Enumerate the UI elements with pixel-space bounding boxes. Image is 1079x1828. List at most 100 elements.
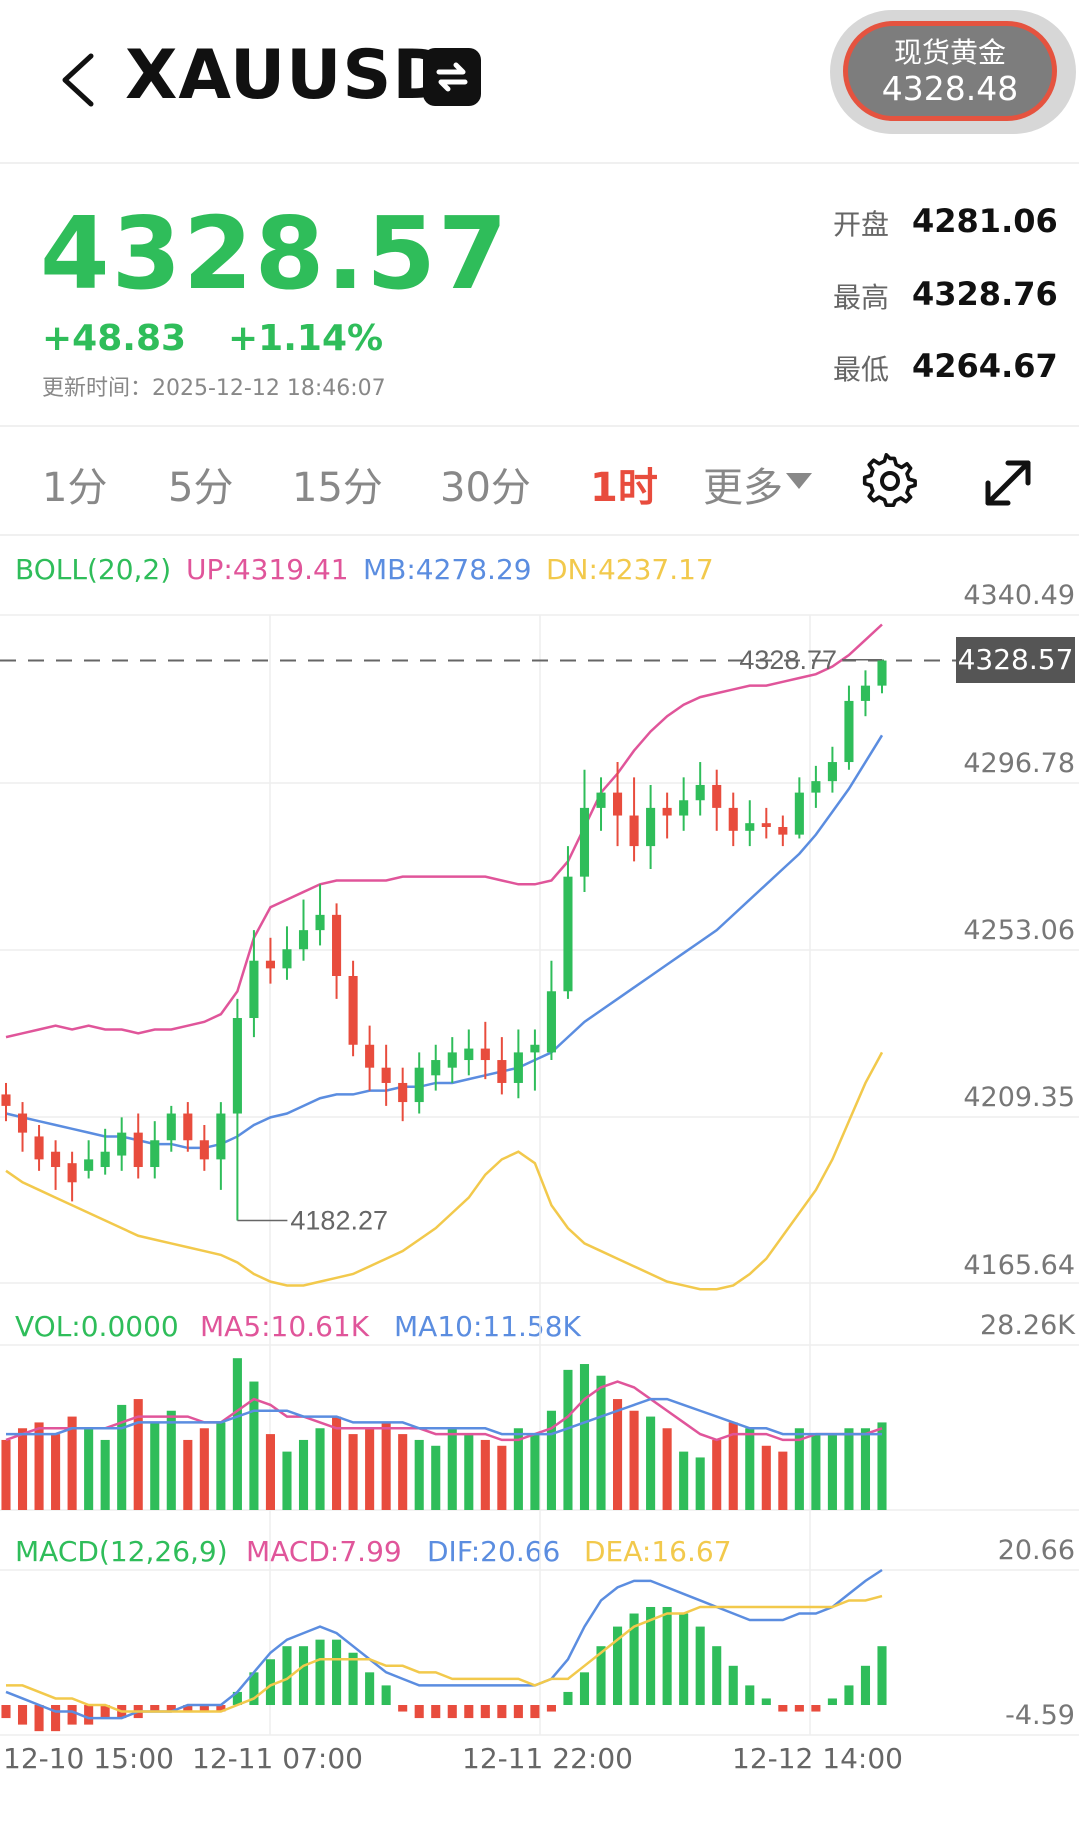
candle-body [679,800,689,816]
fullscreen-icon[interactable] [980,455,1036,511]
tab-1hour[interactable]: 1时 [590,465,658,511]
vol-ma10: MA10:11.58K [394,1310,581,1343]
macd-bar [216,1705,226,1712]
candle-body [249,960,259,1019]
candle-body [216,1113,226,1160]
tab-5min[interactable]: 5分 [168,465,234,511]
volume-bar [431,1445,441,1510]
volume-bar [298,1439,309,1510]
candle-body [1,1094,11,1106]
macd-name: MACD(12,26,9) [15,1535,228,1568]
volume-bar [695,1457,705,1510]
low-marker-label: 4182.27 [290,1205,388,1235]
update-time: 更新时间：2025-12-12 18:46:07 [42,376,386,401]
back-arrow-icon[interactable] [55,50,105,110]
candle-body [431,1060,441,1076]
spot-gold-price: 4328.48 [881,69,1019,108]
candle-body [860,685,871,701]
volume-bar [84,1428,94,1510]
macd-bar [877,1646,887,1706]
vol-ma5-line [5,1380,883,1442]
candle-body [745,823,755,831]
volume-bar [662,1428,672,1510]
price-axis-label: 4296.78 [963,748,1075,779]
kline-chart[interactable]: 4328.77 4182.27 [0,540,1079,1740]
tab-1min[interactable]: 1分 [42,465,108,511]
candle-body [67,1163,77,1183]
macd-dea: DEA:16.67 [584,1535,732,1568]
macd-bar [1,1705,11,1719]
candle-body [579,807,590,877]
macd-bar [183,1705,193,1712]
volume-bar [563,1369,573,1510]
boll-up: UP:4319.41 [186,553,349,586]
macd-bar [17,1705,28,1725]
gear-icon[interactable] [862,453,918,509]
dropdown-arrow-icon[interactable] [786,473,812,489]
macd-bar [662,1606,672,1706]
macd-bar [646,1606,656,1706]
macd-bar [513,1705,523,1719]
volume-bar [629,1410,639,1510]
candle-body [365,1044,375,1068]
candle-body [629,815,639,847]
tab-30min[interactable]: 30分 [440,465,531,511]
macd-bar [480,1705,490,1719]
spot-gold-button[interactable]: 现货黄金 4328.48 [830,10,1076,134]
low-label: 最低 [833,353,890,386]
macd-bar [629,1613,639,1706]
tab-15min[interactable]: 15分 [292,465,383,511]
volume-bar [133,1399,143,1510]
volume-bar [216,1422,226,1510]
candle-body [232,1018,242,1114]
macd-bar [778,1705,788,1712]
macd-bar [530,1705,540,1719]
volume-bar [249,1381,259,1510]
spot-gold-label: 现货黄金 [893,36,1006,69]
tab-more[interactable]: 更多 [703,465,783,511]
macd-bar [464,1705,474,1719]
volume-bar [183,1439,193,1510]
volume-bar [1,1439,11,1510]
x-axis-label: 12-11 07:00 [192,1742,363,1775]
macd-bar [546,1705,556,1712]
candle-body [84,1159,94,1171]
candle-body [166,1113,176,1141]
boll-dn-line [5,1051,884,1291]
volume-bar [530,1434,540,1510]
candle-body [133,1132,143,1168]
vol-name: VOL:0.0000 [15,1310,179,1343]
macd-dif: DIF:20.66 [427,1535,561,1568]
macd-bar [100,1705,110,1719]
price-axis-label: 4165.64 [963,1250,1075,1281]
candle-body [464,1048,474,1061]
volume-bar [17,1428,28,1510]
spot-gold-badge[interactable]: 现货黄金 4328.48 [843,21,1057,121]
macd-bar [265,1659,275,1706]
candle-body [811,781,821,793]
candle-body [480,1048,490,1061]
candle-body [844,700,854,763]
candle-body [662,807,672,816]
volume-bar [365,1428,375,1510]
macd-value: MACD:7.99 [246,1535,402,1568]
volume-bar [348,1434,358,1510]
candle-body [497,1060,507,1083]
macd-bar [67,1705,77,1725]
swap-icon[interactable] [423,48,481,106]
macd-bar [794,1705,804,1712]
vol-ma10-line [6,1397,882,1436]
high-value: 4328.76 [912,275,1058,313]
volume-bar [712,1439,722,1510]
volume-bar [315,1428,325,1510]
candle-body [596,792,606,808]
open-value: 4281.06 [912,202,1058,240]
volume-bar [332,1416,342,1510]
price-axis-label: 4209.35 [963,1082,1075,1113]
symbol-title: XAUUSD [125,36,450,115]
candle-body [794,792,804,835]
candle-body [414,1067,424,1103]
volume-bar [282,1451,292,1510]
macd-bar [761,1698,771,1706]
macd-bar [613,1626,623,1706]
